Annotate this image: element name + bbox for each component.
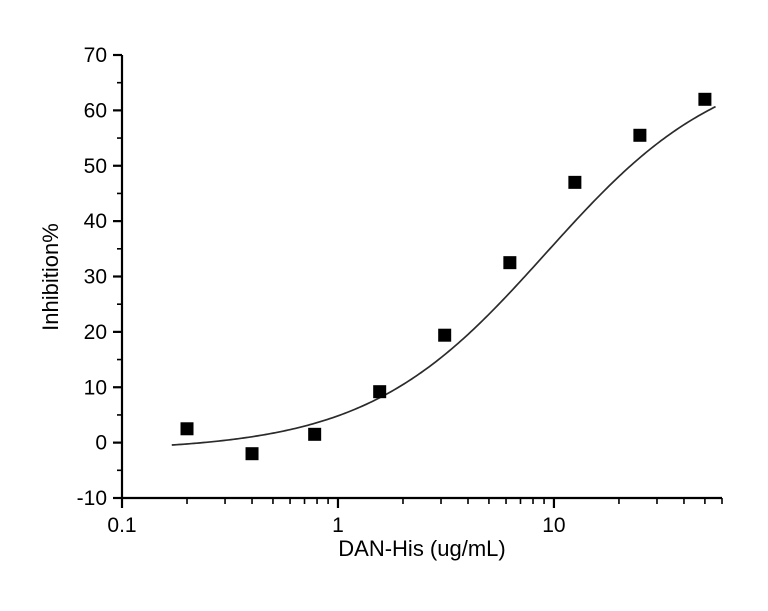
data-point-marker bbox=[503, 256, 517, 270]
y-tick-label: 30 bbox=[84, 266, 107, 289]
y-tick-label: 70 bbox=[84, 44, 107, 67]
data-point-marker bbox=[180, 422, 194, 436]
data-point-marker bbox=[308, 427, 322, 441]
x-tick-label: 1 bbox=[332, 514, 344, 537]
y-tick-label: 20 bbox=[84, 321, 107, 344]
data-point-marker bbox=[568, 175, 582, 189]
data-point-markers bbox=[180, 92, 712, 461]
x-axis-title: DAN-His (ug/mL) bbox=[338, 536, 505, 561]
y-tick-label: 40 bbox=[84, 210, 107, 233]
x-axis-ticks bbox=[120, 498, 723, 508]
data-point-marker bbox=[633, 128, 647, 142]
y-axis-tick-labels: -10 0 10 20 30 40 50 60 70 bbox=[77, 44, 107, 510]
data-point-marker bbox=[698, 92, 712, 106]
y-axis-title: Inhibition% bbox=[38, 223, 63, 331]
x-tick-label: 0.1 bbox=[107, 514, 136, 537]
data-point-marker bbox=[245, 447, 259, 461]
x-tick-label: 10 bbox=[542, 514, 565, 537]
plot-axes bbox=[120, 55, 722, 500]
y-tick-label: 0 bbox=[95, 432, 107, 455]
y-axis-ticks bbox=[113, 53, 122, 500]
y-tick-label: 60 bbox=[84, 99, 107, 122]
fit-curve-line bbox=[171, 105, 716, 446]
x-axis-tick-labels: 0.1 1 10 bbox=[107, 514, 565, 537]
data-point-marker bbox=[438, 328, 452, 342]
y-tick-label: 50 bbox=[84, 155, 107, 178]
y-tick-label: -10 bbox=[77, 487, 107, 510]
y-tick-label: 10 bbox=[84, 376, 107, 399]
data-point-marker bbox=[373, 385, 387, 399]
